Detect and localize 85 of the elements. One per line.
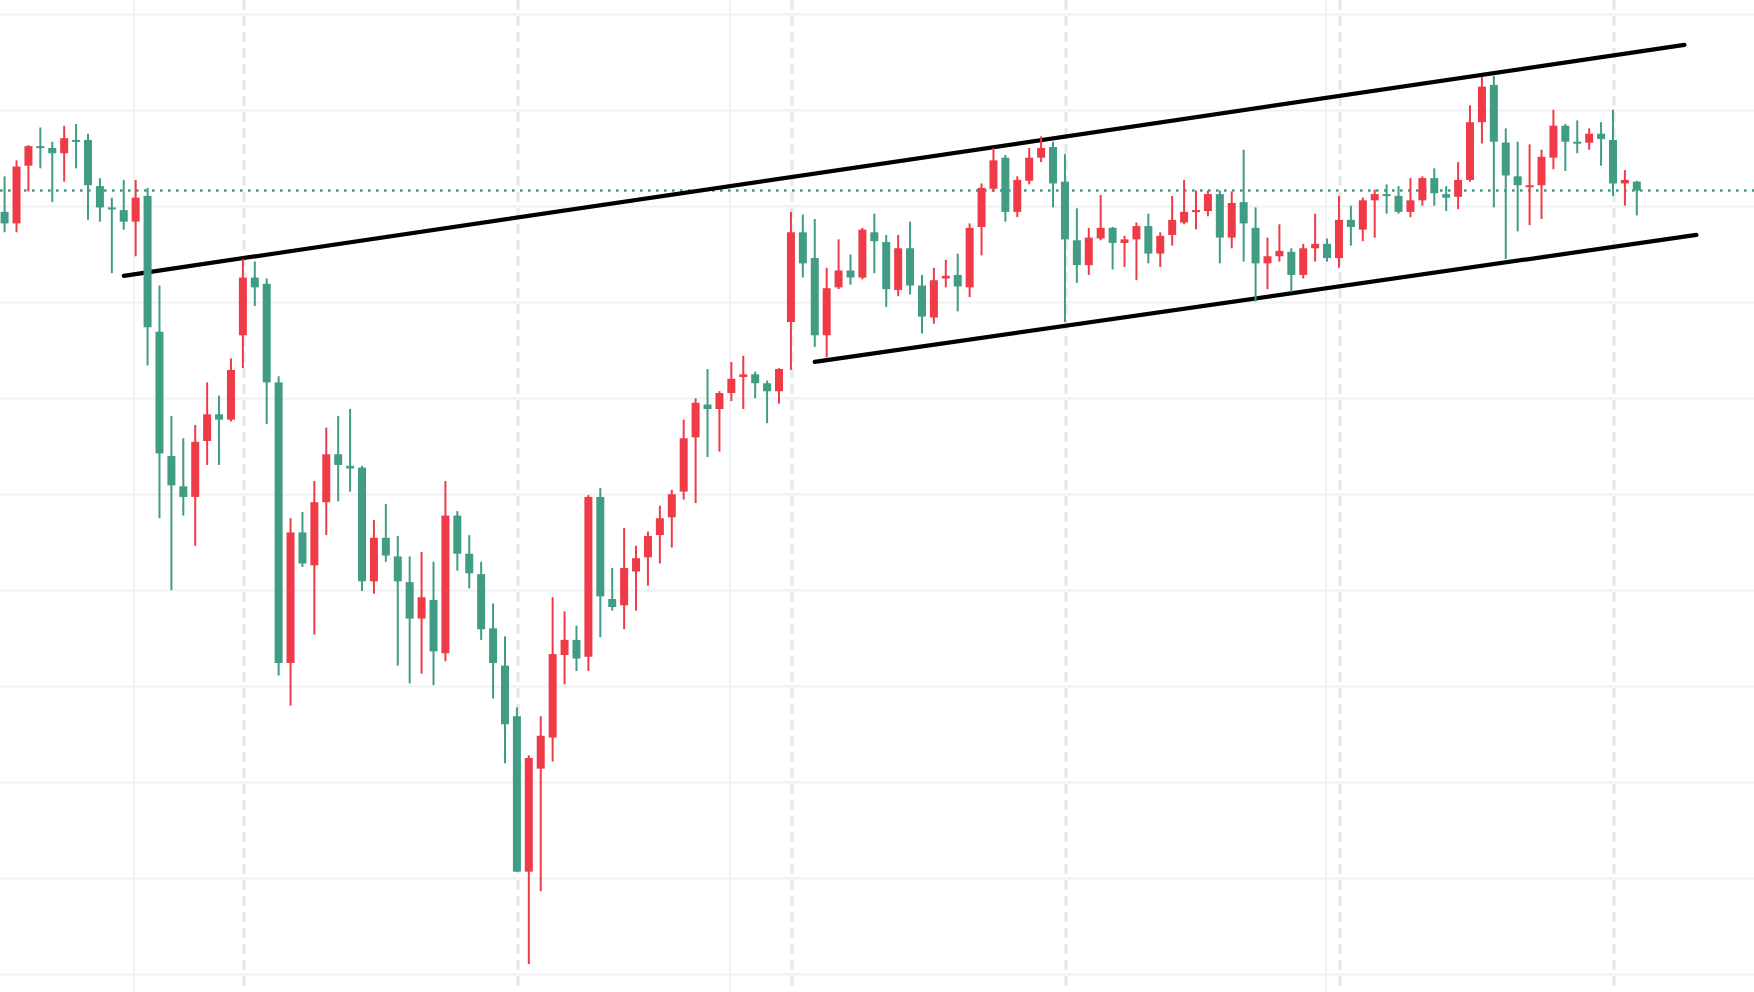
candlestick [1477, 75, 1486, 145]
candlestick [632, 544, 641, 612]
candlestick [36, 126, 45, 170]
candlestick [906, 220, 915, 296]
candlestick [1180, 178, 1189, 226]
candlestick [572, 624, 581, 672]
candlestick [643, 530, 652, 587]
candlestick [381, 503, 390, 563]
candlestick [322, 426, 331, 537]
candlestick [1084, 226, 1093, 276]
candlestick [1585, 127, 1594, 151]
candlestick [536, 715, 545, 893]
candlestick [1037, 135, 1046, 164]
candlestick [1525, 143, 1534, 227]
candlestick [1597, 121, 1606, 167]
candlestick [1132, 221, 1141, 282]
candlestick [60, 124, 69, 183]
candlestick [1108, 225, 1117, 271]
candlestick [1406, 177, 1415, 219]
candlestick [1203, 189, 1212, 218]
candlestick [858, 226, 867, 281]
candlestick [489, 602, 498, 700]
candlestick [751, 370, 760, 400]
candlestick [775, 367, 784, 405]
candlestick [334, 415, 343, 503]
candlestick [250, 260, 259, 307]
candlestick [72, 122, 81, 170]
candlestick [1287, 247, 1296, 293]
candlestick [1454, 161, 1463, 211]
candlestick [798, 213, 807, 279]
candlestick [1346, 204, 1355, 247]
candlestick [1096, 193, 1105, 242]
candlestick [560, 610, 569, 686]
candlestick [1192, 189, 1200, 231]
candlestick [298, 511, 307, 569]
candlestick [1263, 236, 1272, 291]
candlestick [1370, 188, 1379, 239]
candlestick [1013, 175, 1022, 219]
candlestick [167, 415, 176, 592]
candlestick [882, 233, 891, 308]
candlestick [1573, 119, 1582, 155]
candlestick [917, 273, 926, 335]
candlestick [465, 534, 474, 590]
candlestick [1025, 146, 1034, 186]
candlestick [203, 381, 212, 466]
candlestick [846, 253, 855, 286]
candlestick [405, 555, 414, 685]
candlestick [453, 510, 462, 572]
candlestick [822, 266, 831, 359]
candlestick [667, 488, 676, 549]
candlestick [1120, 234, 1129, 268]
candlestick [763, 379, 772, 425]
candlestick [1251, 206, 1260, 303]
candlestick [1299, 242, 1308, 280]
candlestick [131, 178, 140, 258]
candlestick [1334, 194, 1343, 269]
candlestick [417, 550, 426, 675]
candlestick [24, 144, 33, 193]
candlestick [1275, 223, 1284, 263]
candlestick [1323, 237, 1332, 263]
candlestick [1168, 194, 1177, 247]
candlestick [894, 233, 903, 298]
candlestick [691, 397, 700, 505]
candlestick [608, 566, 617, 612]
candlestick [1227, 190, 1236, 250]
candlestick [1144, 212, 1153, 265]
candlestick [1156, 231, 1165, 268]
candlestick [1358, 196, 1367, 243]
candlestick [1072, 207, 1081, 284]
candlestick [727, 360, 736, 403]
candlestick [620, 526, 629, 631]
candlestick [393, 534, 402, 667]
candlestick [1561, 122, 1570, 173]
candlestick [655, 504, 664, 565]
candlestick [369, 519, 378, 595]
candlestick [834, 238, 843, 291]
candlestick [715, 390, 724, 453]
candlestick [953, 252, 962, 313]
candlestick [739, 354, 748, 410]
candlestick [870, 212, 879, 275]
candlestick [929, 266, 938, 325]
candlestick [179, 437, 188, 517]
candlestick [107, 196, 116, 275]
candlestick [215, 394, 224, 466]
candlestick [1418, 175, 1427, 207]
